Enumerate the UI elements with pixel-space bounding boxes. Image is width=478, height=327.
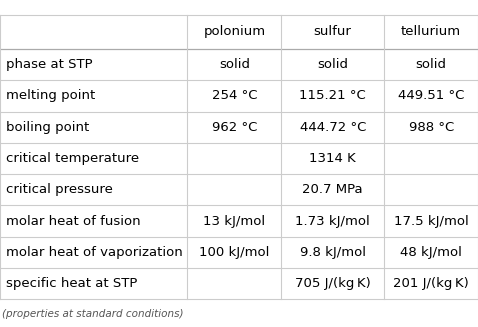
Text: 48 kJ/mol: 48 kJ/mol xyxy=(400,246,462,259)
Text: 115.21 °C: 115.21 °C xyxy=(299,90,366,102)
Text: molar heat of fusion: molar heat of fusion xyxy=(6,215,141,228)
Text: solid: solid xyxy=(416,58,446,71)
Text: 201 J/(kg K): 201 J/(kg K) xyxy=(393,277,469,290)
Text: polonium: polonium xyxy=(203,26,265,38)
Text: critical temperature: critical temperature xyxy=(6,152,139,165)
Text: 988 °C: 988 °C xyxy=(409,121,454,134)
Text: 705 J/(kg K): 705 J/(kg K) xyxy=(295,277,370,290)
Text: melting point: melting point xyxy=(6,90,95,102)
Text: tellurium: tellurium xyxy=(401,26,461,38)
Text: 20.7 MPa: 20.7 MPa xyxy=(303,183,363,196)
Text: solid: solid xyxy=(317,58,348,71)
Text: 254 °C: 254 °C xyxy=(212,90,257,102)
Text: critical pressure: critical pressure xyxy=(6,183,113,196)
Text: 449.51 °C: 449.51 °C xyxy=(398,90,464,102)
Text: boiling point: boiling point xyxy=(6,121,89,134)
Text: 444.72 °C: 444.72 °C xyxy=(300,121,366,134)
Text: phase at STP: phase at STP xyxy=(6,58,92,71)
Text: 100 kJ/mol: 100 kJ/mol xyxy=(199,246,270,259)
Text: specific heat at STP: specific heat at STP xyxy=(6,277,137,290)
Text: 1.73 kJ/mol: 1.73 kJ/mol xyxy=(295,215,370,228)
Text: molar heat of vaporization: molar heat of vaporization xyxy=(6,246,183,259)
Text: solid: solid xyxy=(219,58,250,71)
Text: (properties at standard conditions): (properties at standard conditions) xyxy=(2,309,184,319)
Text: 962 °C: 962 °C xyxy=(212,121,257,134)
Text: 1314 K: 1314 K xyxy=(309,152,356,165)
Text: 13 kJ/mol: 13 kJ/mol xyxy=(203,215,265,228)
Text: 9.8 kJ/mol: 9.8 kJ/mol xyxy=(300,246,366,259)
Text: sulfur: sulfur xyxy=(314,26,352,38)
Text: 17.5 kJ/mol: 17.5 kJ/mol xyxy=(394,215,468,228)
